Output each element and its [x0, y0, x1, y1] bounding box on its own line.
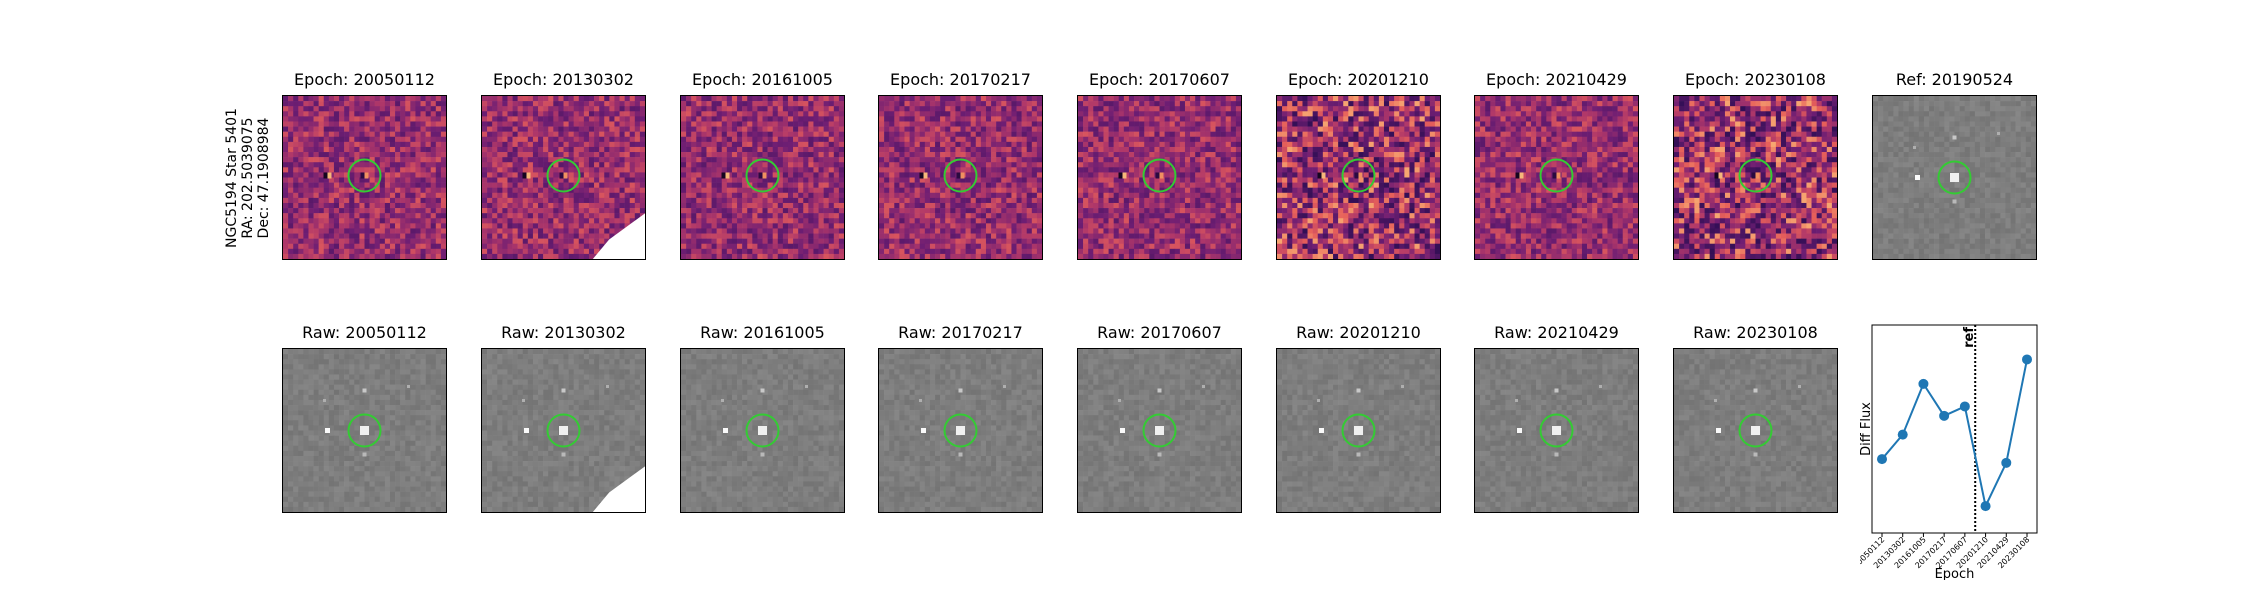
difference-image — [1276, 95, 1441, 260]
chart-svg: ref2005011220130302201610052017021720170… — [1851, 324, 2038, 582]
diff-panel-title: Epoch: 20201210 — [1288, 70, 1429, 89]
diff-panel-title: Epoch: 20170607 — [1089, 70, 1230, 89]
masked-region — [592, 213, 645, 259]
raw-panel-title: Raw: 20201210 — [1296, 323, 1421, 342]
diff-panel-title: Epoch: 20130302 — [493, 70, 634, 89]
target-aperture-circle — [1341, 413, 1376, 448]
ref-panel-title: Ref: 20190524 — [1895, 70, 2014, 89]
raw-image — [1673, 348, 1838, 513]
difference-image — [1673, 95, 1838, 260]
target-aperture-circle — [1142, 413, 1177, 448]
data-point — [1897, 429, 1908, 440]
raw-panel-title: Raw: 20050112 — [302, 323, 427, 342]
target-aperture-circle — [943, 158, 978, 193]
data-point — [1918, 378, 1929, 389]
diff-flux-series-line — [1881, 359, 2028, 510]
difference-image — [1077, 95, 1242, 260]
masked-region — [592, 466, 645, 512]
data-point — [1980, 501, 1991, 512]
target-aperture-circle — [1142, 158, 1177, 193]
target-label: NGC5194 Star 5401 RA: 202.5039075 Dec: 4… — [224, 108, 272, 248]
target-aperture-circle — [546, 413, 581, 448]
target-ra: RA: 202.5039075 — [240, 117, 256, 239]
target-aperture-circle — [1738, 158, 1773, 193]
raw-panel-title: Raw: 20161005 — [700, 323, 825, 342]
raw-image — [680, 348, 845, 513]
target-aperture-circle — [1937, 160, 1972, 195]
raw-image — [1077, 348, 1242, 513]
data-point — [2022, 354, 2032, 365]
raw-image — [1276, 348, 1441, 513]
data-point — [1959, 401, 1970, 412]
raw-image — [481, 348, 646, 513]
target-aperture-circle — [1539, 158, 1574, 193]
raw-image — [878, 348, 1043, 513]
difference-image — [282, 95, 447, 260]
difference-image — [1474, 95, 1639, 260]
target-aperture-circle — [347, 413, 382, 448]
target-aperture-circle — [1341, 158, 1376, 193]
raw-image — [282, 348, 447, 513]
diff-panel-title: Epoch: 20170217 — [890, 70, 1031, 89]
raw-panel-title: Raw: 20130302 — [501, 323, 626, 342]
diff-panel-title: Epoch: 20230108 — [1685, 70, 1826, 89]
target-aperture-circle — [347, 158, 382, 193]
difference-image — [481, 95, 646, 260]
target-aperture-circle — [1539, 413, 1574, 448]
difference-image — [878, 95, 1043, 260]
diff-panel-title: Epoch: 20050112 — [294, 70, 435, 89]
raw-panel-title: Raw: 20170217 — [898, 323, 1023, 342]
plot-axes-frame — [1871, 324, 2038, 534]
raw-image — [1474, 348, 1639, 513]
target-aperture-circle — [943, 413, 978, 448]
target-aperture-circle — [745, 413, 780, 448]
diff-flux-chart: ref 20050112 20130302 20161005 20170217 20170… — [1851, 320, 2040, 582]
x-axis-label: Epoch — [1935, 567, 1975, 580]
difference-image — [680, 95, 845, 260]
target-aperture-circle — [1738, 413, 1773, 448]
reference-image — [1872, 95, 2037, 260]
target-name: NGC5194 Star 5401 — [224, 108, 240, 248]
data-point — [1939, 410, 1950, 421]
target-aperture-circle — [546, 158, 581, 193]
target-aperture-circle — [745, 158, 780, 193]
data-point — [1877, 454, 1887, 465]
target-dec: Dec: 47.1908984 — [256, 117, 272, 239]
raw-panel-title: Raw: 20170607 — [1097, 323, 1222, 342]
ref-line-label: ref — [1962, 327, 1977, 348]
raw-panel-title: Raw: 20210429 — [1494, 323, 1619, 342]
y-axis-label: Diff Flux — [1860, 402, 1874, 456]
diff-panel-title: Epoch: 20210429 — [1486, 70, 1627, 89]
data-point — [2001, 457, 2012, 468]
diff-panel-title: Epoch: 20161005 — [692, 70, 833, 89]
raw-panel-title: Raw: 20230108 — [1693, 323, 1818, 342]
